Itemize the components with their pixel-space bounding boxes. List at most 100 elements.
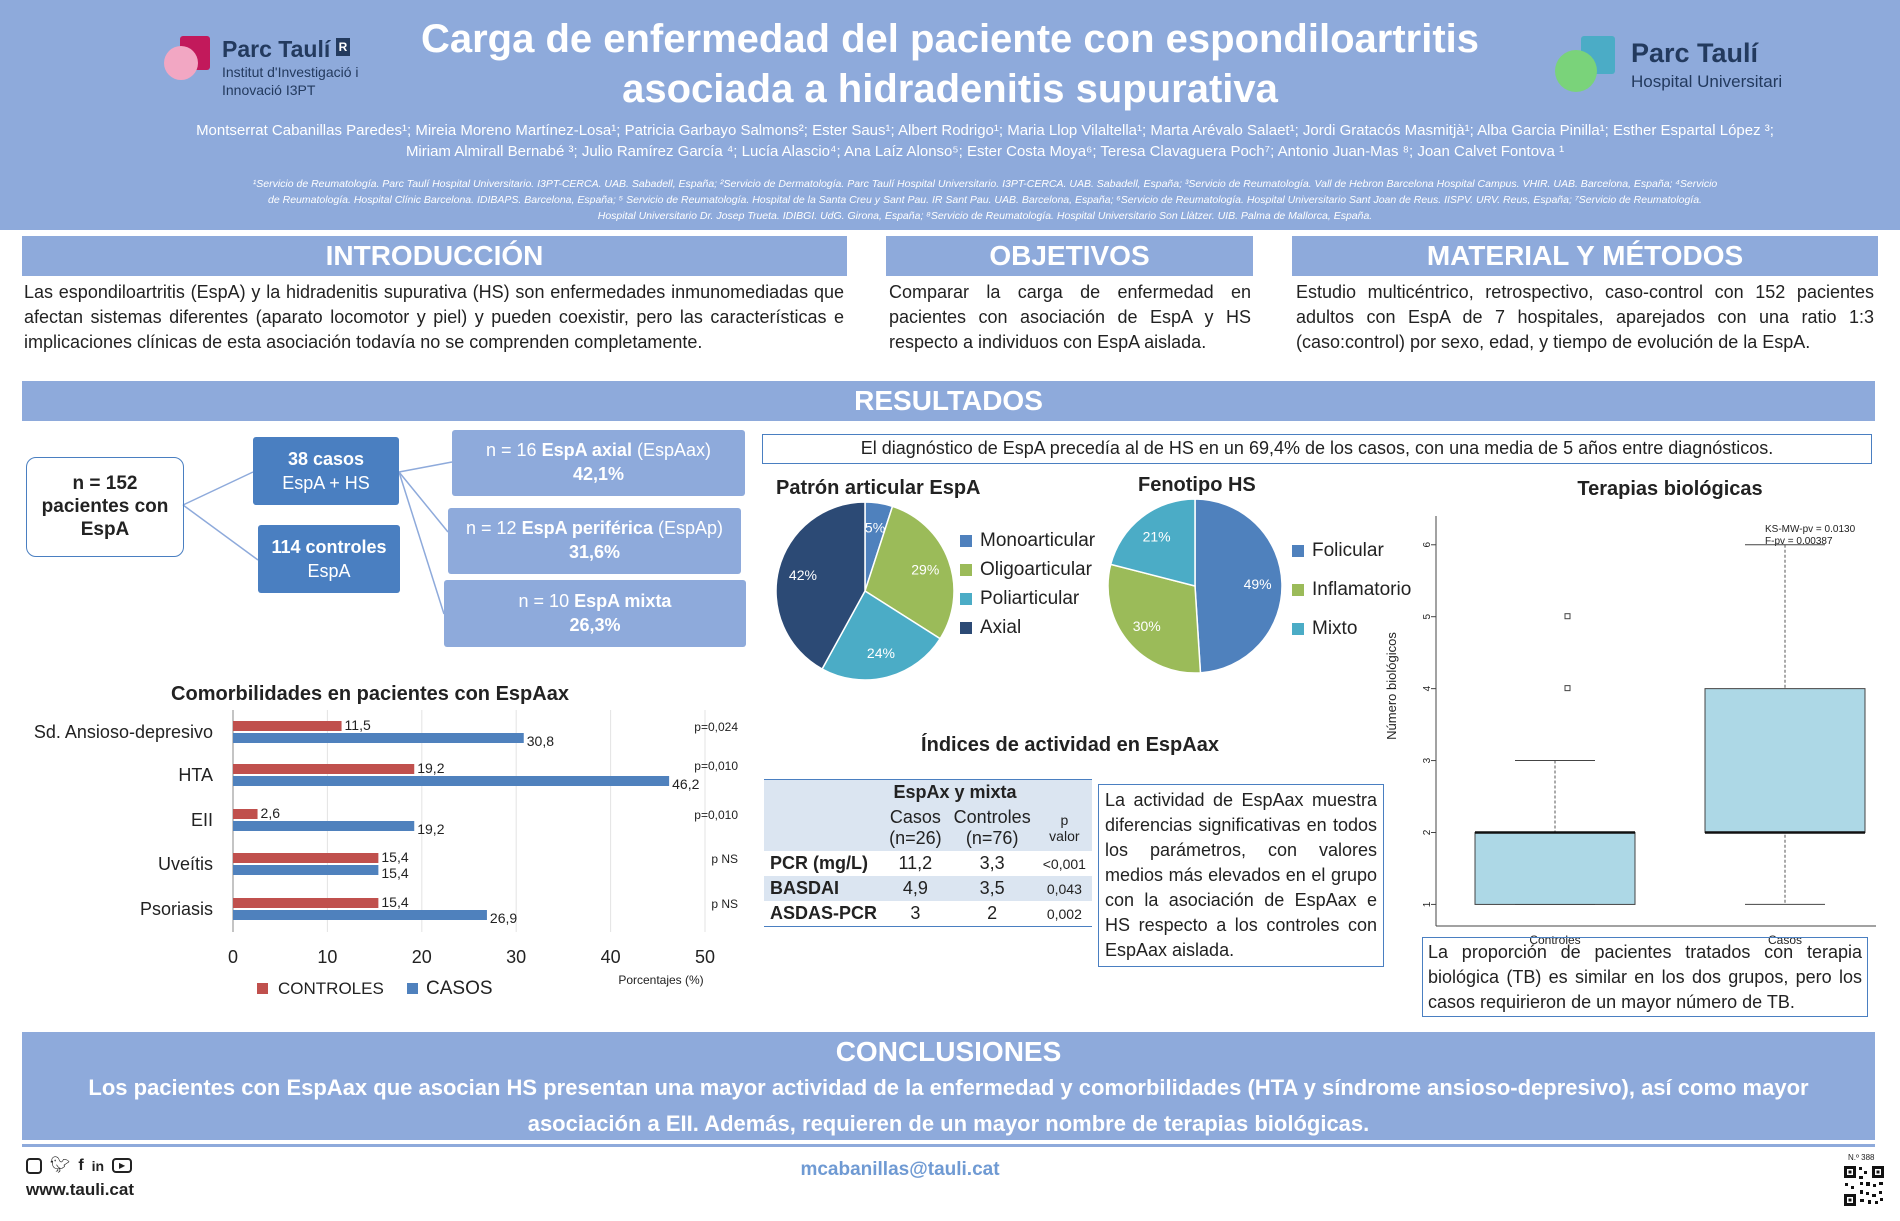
bar-value-label: 15,4 — [381, 849, 408, 865]
poster-title: Carga de enfermedad del paciente con esp… — [330, 14, 1570, 114]
activity-title: Índices de actividad en EspAax — [921, 734, 1219, 756]
twitter-icon[interactable]: 🐦︎ — [50, 1157, 71, 1174]
mixta-n: n = 10 — [518, 591, 575, 611]
y-tick-label: 2 — [1422, 829, 1433, 835]
affil-line1: ¹Servicio de Reumatología. Parc Taulí Ho… — [252, 178, 1718, 190]
axial-box: n = 16 EspA axial (EspAax) 42,1% — [452, 430, 745, 496]
p-value-label: p=0,010 — [694, 808, 738, 822]
cell-controles: 2 — [987, 903, 998, 923]
legend-swatch — [1292, 622, 1304, 635]
pie1-legend: Monoarticular Oligoarticular Poliarticular… — [960, 526, 1120, 642]
total-line2: pacientes con — [41, 496, 169, 517]
bar-controles — [233, 721, 342, 731]
logo-left-line2: Innovació I3PT — [222, 82, 316, 98]
intro-heading: INTRODUCCIÓN — [22, 236, 847, 276]
legend-label: Monoarticular — [980, 530, 1096, 551]
logo-circle-icon — [1555, 50, 1597, 92]
website-link[interactable]: www.tauli.cat — [26, 1180, 135, 1199]
pie2-legend: Folicular Inflamatorio Mixto — [1292, 531, 1452, 648]
cell-casos: 3 — [910, 903, 921, 923]
bar-value-label: 15,4 — [381, 865, 408, 881]
category-label: EII — [191, 810, 213, 830]
periferica-pct: 31,6% — [568, 542, 621, 562]
casos-box: 38 casos EspA + HS — [253, 437, 399, 505]
objetivos-heading: OBJETIVOS — [886, 236, 1253, 276]
cell-p: 0,002 — [1046, 905, 1082, 922]
outlier-point — [1564, 613, 1571, 620]
qr-code-icon[interactable] — [1842, 1164, 1886, 1208]
pie1-title: Patrón articular EspA — [776, 477, 981, 499]
col-casos: Casos (n=26) — [883, 805, 948, 851]
legend-item: Monoarticular — [960, 526, 1120, 555]
bar-casos — [233, 776, 670, 786]
category-label: Uveítis — [158, 854, 213, 874]
stats-line1: KS-MW-pv = 0.0130 — [1765, 524, 1856, 535]
row-label: PCR (mg/L) — [770, 853, 868, 873]
col-controles: Controles (n=76) — [948, 805, 1037, 851]
legend-label: Oligoarticular — [980, 559, 1092, 580]
cell-casos: 4,9 — [902, 878, 928, 898]
y-tick-label: 3 — [1422, 757, 1433, 763]
legend-swatch-controles — [257, 983, 268, 994]
y-tick-label: 1 — [1422, 901, 1433, 907]
casos-line1: 38 casos — [287, 449, 365, 469]
conclusiones-line1: Los pacientes con EspAax que asocian HS … — [88, 1075, 1809, 1100]
bar-value-label: 15,4 — [381, 894, 408, 910]
legend-swatch-casos — [407, 983, 418, 994]
bar-value-label: 46,2 — [672, 776, 699, 792]
y-tick-label: 6 — [1422, 542, 1433, 548]
legend-item: Poliarticular — [960, 584, 1120, 613]
bar-casos — [233, 821, 415, 831]
bar-controles — [233, 809, 258, 819]
bar-casos — [233, 865, 379, 875]
instagram-icon[interactable] — [26, 1158, 42, 1174]
box-controles — [1474, 831, 1636, 905]
category-label: Casos — [1768, 933, 1802, 947]
legend-label: Poliarticular — [980, 588, 1080, 609]
x-tick-label: 0 — [228, 947, 238, 967]
bar-controles — [233, 764, 415, 774]
email-link[interactable]: mcabanillas@tauli.cat — [800, 1159, 1000, 1180]
pie-data-label: 21% — [1143, 529, 1171, 545]
col-p-line2: valor — [1049, 828, 1080, 844]
authors-line2: Miriam Almirall Bernabé ³; Julio Ramírez… — [405, 143, 1565, 160]
affil-line3: Hospital Universitario Dr. Josep Trueta.… — [597, 210, 1373, 222]
controles-line1: 114 controles — [271, 537, 387, 557]
cell-p: <0,001 — [1042, 855, 1086, 872]
i3pt-logo: Parc Taulí R Institut d'Investigació i I… — [162, 36, 392, 98]
activity-table: EspAx y mixta Casos (n=26) Controles (n=76… — [764, 779, 1092, 927]
col-casos-line1: Casos — [889, 807, 941, 827]
pie-data-label: 42% — [789, 567, 817, 583]
y-tick-label: 4 — [1422, 685, 1433, 691]
bar-controles — [233, 898, 379, 908]
legend-swatch — [960, 563, 972, 576]
legend-label-casos: CASOS — [426, 978, 493, 999]
row-label: BASDAI — [770, 878, 840, 898]
x-tick-label: 30 — [506, 947, 526, 967]
authors-line1: Montserrat Cabanillas Paredes¹; Mireia M… — [196, 122, 1774, 139]
x-tick-label: 20 — [412, 947, 432, 967]
linkedin-icon[interactable]: in — [91, 1158, 105, 1174]
legend-item: Oligoarticular — [960, 555, 1120, 584]
cell-controles: 3,3 — [979, 853, 1005, 873]
legend-swatch — [960, 534, 972, 547]
activity-text: La actividad de EspAax muestra diferenci… — [1098, 784, 1384, 967]
legend-swatch — [1292, 544, 1304, 557]
x-axis-label: Porcentajes (%) — [618, 973, 703, 987]
legend-label: Mixto — [1312, 618, 1358, 639]
metodos-heading: MATERIAL Y MÉTODOS — [1292, 236, 1878, 276]
axial-abbr: (EspAax) — [631, 440, 711, 460]
youtube-icon[interactable]: ▶ — [112, 1158, 133, 1173]
y-tick-label: 5 — [1422, 613, 1433, 619]
total-line1: n = 152 — [72, 473, 138, 494]
table-row: PCR (mg/L) 11,2 3,3 <0,001 — [764, 851, 1092, 876]
connector — [398, 471, 449, 533]
connector — [398, 461, 453, 473]
outlier-point — [1564, 685, 1571, 692]
legend-swatch — [1292, 583, 1304, 596]
bar-value-label: 19,2 — [417, 760, 444, 776]
col-controles-line2: (n=76) — [965, 828, 1019, 848]
pie-chart-fenotipo-hs: 49% 30% 21% — [1107, 498, 1283, 674]
facebook-icon[interactable]: f — [78, 1157, 84, 1174]
pie-slice-poliarticular — [821, 589, 942, 681]
